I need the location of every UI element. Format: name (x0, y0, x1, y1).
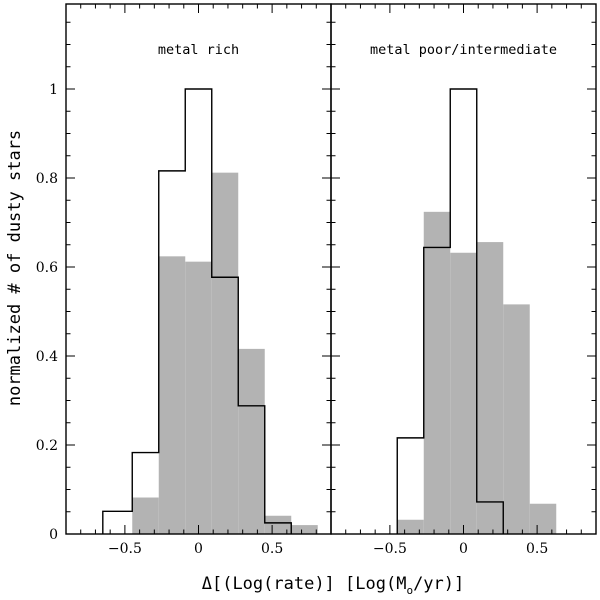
filled-bar (450, 252, 477, 534)
y-tick-label: 0.6 (36, 260, 58, 276)
x-axis-label-tail: /yr)] (413, 574, 464, 594)
panel-metal-poor-intermediate: −0.5 0 0.5 metal poor/intermediate (330, 3, 597, 557)
y-axis-label: normalized # of dusty stars (5, 130, 25, 406)
y-tick-label: 0 (49, 527, 58, 543)
filled-bar (264, 515, 292, 534)
x-tick-label: 0 (194, 541, 203, 557)
y-tick-label: 0.8 (36, 171, 58, 187)
filled-bar (132, 497, 159, 534)
x-axis-label-subscript: o (406, 584, 413, 597)
filled-bar (185, 261, 212, 534)
y-tick-label: 1 (49, 82, 58, 98)
filled-bar (238, 348, 265, 534)
filled-bar (423, 211, 451, 534)
open-histogram-outline (102, 88, 292, 534)
panel-title: metal poor/intermediate (370, 42, 557, 58)
x-tick-label: 0.5 (526, 541, 548, 557)
x-tick-label: 0.5 (261, 541, 283, 557)
x-tick-label: 0 (459, 541, 468, 557)
filled-bar (529, 503, 557, 534)
x-axis-label-main: Δ[(Log(rate)] [Log(M (202, 574, 407, 594)
y-tick-label: 0.2 (36, 438, 58, 454)
panel-title: metal rich (158, 42, 239, 58)
x-axis-label: Δ[(Log(rate)] [Log(Mo/yr)] (202, 574, 465, 597)
filled-bar (397, 519, 424, 534)
filled-bar (291, 525, 318, 534)
y-tick-label: 0.4 (36, 349, 58, 365)
filled-bar (211, 172, 239, 534)
filled-bar (503, 304, 530, 534)
panel-metal-rich: −0.5 0 0.5 metal rich 0 0.2 0.4 0.6 0.8 1 (36, 3, 332, 557)
open-histogram-outline (396, 88, 504, 534)
filled-bar (476, 242, 504, 534)
x-tick-label: −0.5 (373, 541, 407, 557)
filled-bar (158, 256, 186, 534)
x-tick-label: −0.5 (108, 541, 142, 557)
